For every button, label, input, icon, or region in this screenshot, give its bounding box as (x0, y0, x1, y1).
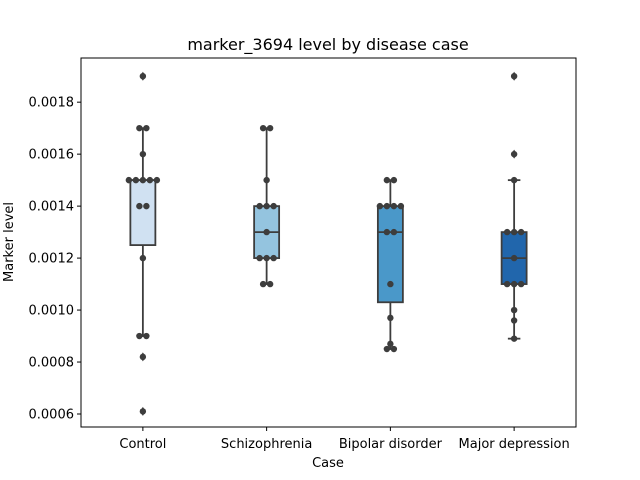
swarm-group (503, 72, 525, 342)
x-tick-label: Major depression (459, 437, 570, 452)
data-point (510, 306, 518, 314)
data-point (146, 176, 154, 184)
y-tick-label: 0.0014 (29, 200, 75, 215)
data-point (387, 340, 394, 348)
x-axis-label: Case (312, 456, 344, 471)
data-point (139, 254, 147, 262)
swarm-group (125, 72, 161, 415)
y-axis: 0.0006 0.0008 0.0010 0.0012 0.0014 0.0016 0.00… (29, 96, 81, 423)
swarm-group (256, 124, 277, 288)
data-point (136, 124, 143, 132)
data-point (139, 176, 147, 184)
data-point (270, 202, 277, 210)
data-point (256, 202, 263, 210)
iqr-box (129, 179, 157, 246)
box-group-control (129, 71, 157, 416)
data-point (387, 280, 394, 288)
data-point (510, 228, 518, 236)
data-point (263, 176, 270, 184)
x-tick-label: Schizophrenia (221, 437, 312, 452)
y-tick-label: 0.0006 (29, 408, 75, 423)
data-point (510, 335, 518, 342)
data-point (139, 408, 147, 415)
data-point (383, 202, 391, 210)
data-point (136, 202, 143, 210)
y-tick-label: 0.0010 (29, 304, 75, 319)
data-point (510, 254, 518, 262)
data-point (263, 254, 270, 262)
data-point (510, 176, 518, 184)
data-point (259, 124, 267, 132)
data-point (510, 150, 518, 158)
data-point (397, 202, 405, 210)
data-point (263, 228, 270, 236)
iqr-box (376, 205, 404, 304)
data-point (263, 202, 270, 210)
box-group-major-depression (500, 71, 528, 340)
x-tick-label: Bipolar disorder (339, 437, 443, 452)
data-point (153, 176, 161, 184)
swarm-group (376, 176, 405, 353)
data-point (256, 254, 263, 262)
data-point (383, 345, 391, 353)
data-point (510, 317, 518, 324)
data-point (266, 280, 274, 288)
data-point (510, 72, 518, 80)
data-point (390, 228, 398, 236)
data-point (143, 124, 150, 132)
data-point (503, 280, 511, 288)
data-point (510, 280, 518, 288)
x-axis: Control Schizophrenia Bipolar disorder Majo… (119, 427, 570, 452)
data-point (136, 332, 143, 340)
data-point (139, 353, 147, 361)
x-tick-label: Control (119, 437, 166, 452)
data-point (125, 176, 133, 184)
data-point (139, 150, 147, 158)
data-point (390, 202, 398, 210)
data-point (383, 176, 391, 184)
chart-title: marker_3694 level by disease case (187, 35, 468, 55)
data-point (390, 176, 398, 184)
plot-frame (80, 57, 577, 428)
data-point (266, 124, 274, 132)
data-point (387, 314, 394, 322)
data-point (143, 332, 150, 340)
data-point (517, 228, 525, 236)
data-point (503, 228, 511, 236)
plot-area (125, 71, 528, 416)
data-point (517, 280, 525, 288)
y-tick-label: 0.0016 (29, 148, 75, 163)
data-point (376, 202, 384, 210)
data-point (139, 72, 147, 80)
data-point (143, 202, 150, 210)
y-tick-label: 0.0018 (29, 96, 75, 111)
data-point (270, 254, 277, 262)
data-point (383, 228, 391, 236)
y-tick-label: 0.0008 (29, 356, 75, 371)
data-point (259, 280, 267, 288)
data-point (390, 345, 398, 353)
data-point (132, 176, 140, 184)
y-tick-label: 0.0012 (29, 252, 75, 267)
y-axis-label: Marker level (2, 202, 17, 282)
